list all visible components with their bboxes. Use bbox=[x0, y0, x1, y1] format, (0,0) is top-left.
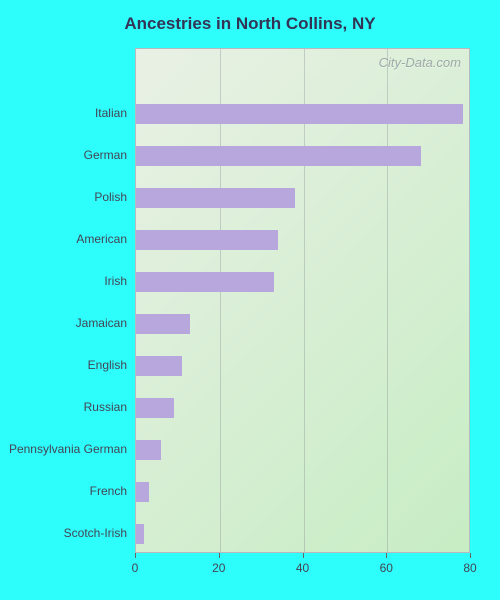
y-axis-label: Polish bbox=[94, 190, 127, 204]
gridline bbox=[387, 49, 388, 552]
bar bbox=[136, 482, 149, 502]
gridline bbox=[304, 49, 305, 552]
y-axis-label: French bbox=[90, 484, 127, 498]
y-axis-label: German bbox=[84, 148, 127, 162]
x-tick bbox=[386, 553, 387, 558]
x-axis-label: 60 bbox=[380, 561, 393, 575]
chart-body: City-Data.com 0 20 40 60 80 Italian German Poli… bbox=[0, 40, 500, 600]
x-axis-label: 40 bbox=[296, 561, 309, 575]
y-axis-label: Russian bbox=[84, 400, 127, 414]
bar bbox=[136, 104, 463, 124]
bar bbox=[136, 146, 421, 166]
bar bbox=[136, 440, 161, 460]
y-axis-label: Irish bbox=[104, 274, 127, 288]
bar bbox=[136, 272, 274, 292]
y-axis-label: Italian bbox=[95, 106, 127, 120]
plot-area: City-Data.com bbox=[135, 48, 470, 553]
gridline bbox=[220, 49, 221, 552]
y-axis-label: Jamaican bbox=[76, 316, 127, 330]
x-tick bbox=[135, 553, 136, 558]
y-axis-label: English bbox=[88, 358, 127, 372]
y-axis-label: Pennsylvania German bbox=[9, 442, 127, 456]
chart-title: Ancestries in North Collins, NY bbox=[124, 0, 375, 40]
bar bbox=[136, 524, 144, 544]
y-axis-label: American bbox=[76, 232, 127, 246]
x-tick bbox=[303, 553, 304, 558]
bar bbox=[136, 398, 174, 418]
watermark: City-Data.com bbox=[379, 55, 461, 70]
x-axis-label: 0 bbox=[132, 561, 139, 575]
x-axis-label: 80 bbox=[463, 561, 476, 575]
bar bbox=[136, 188, 295, 208]
y-axis-label: Scotch-Irish bbox=[64, 526, 127, 540]
x-axis-label: 20 bbox=[212, 561, 225, 575]
bar bbox=[136, 230, 278, 250]
x-tick bbox=[219, 553, 220, 558]
ancestry-chart: Ancestries in North Collins, NY City-Dat… bbox=[0, 0, 500, 600]
bar bbox=[136, 314, 190, 334]
x-tick bbox=[470, 553, 471, 558]
bar bbox=[136, 356, 182, 376]
